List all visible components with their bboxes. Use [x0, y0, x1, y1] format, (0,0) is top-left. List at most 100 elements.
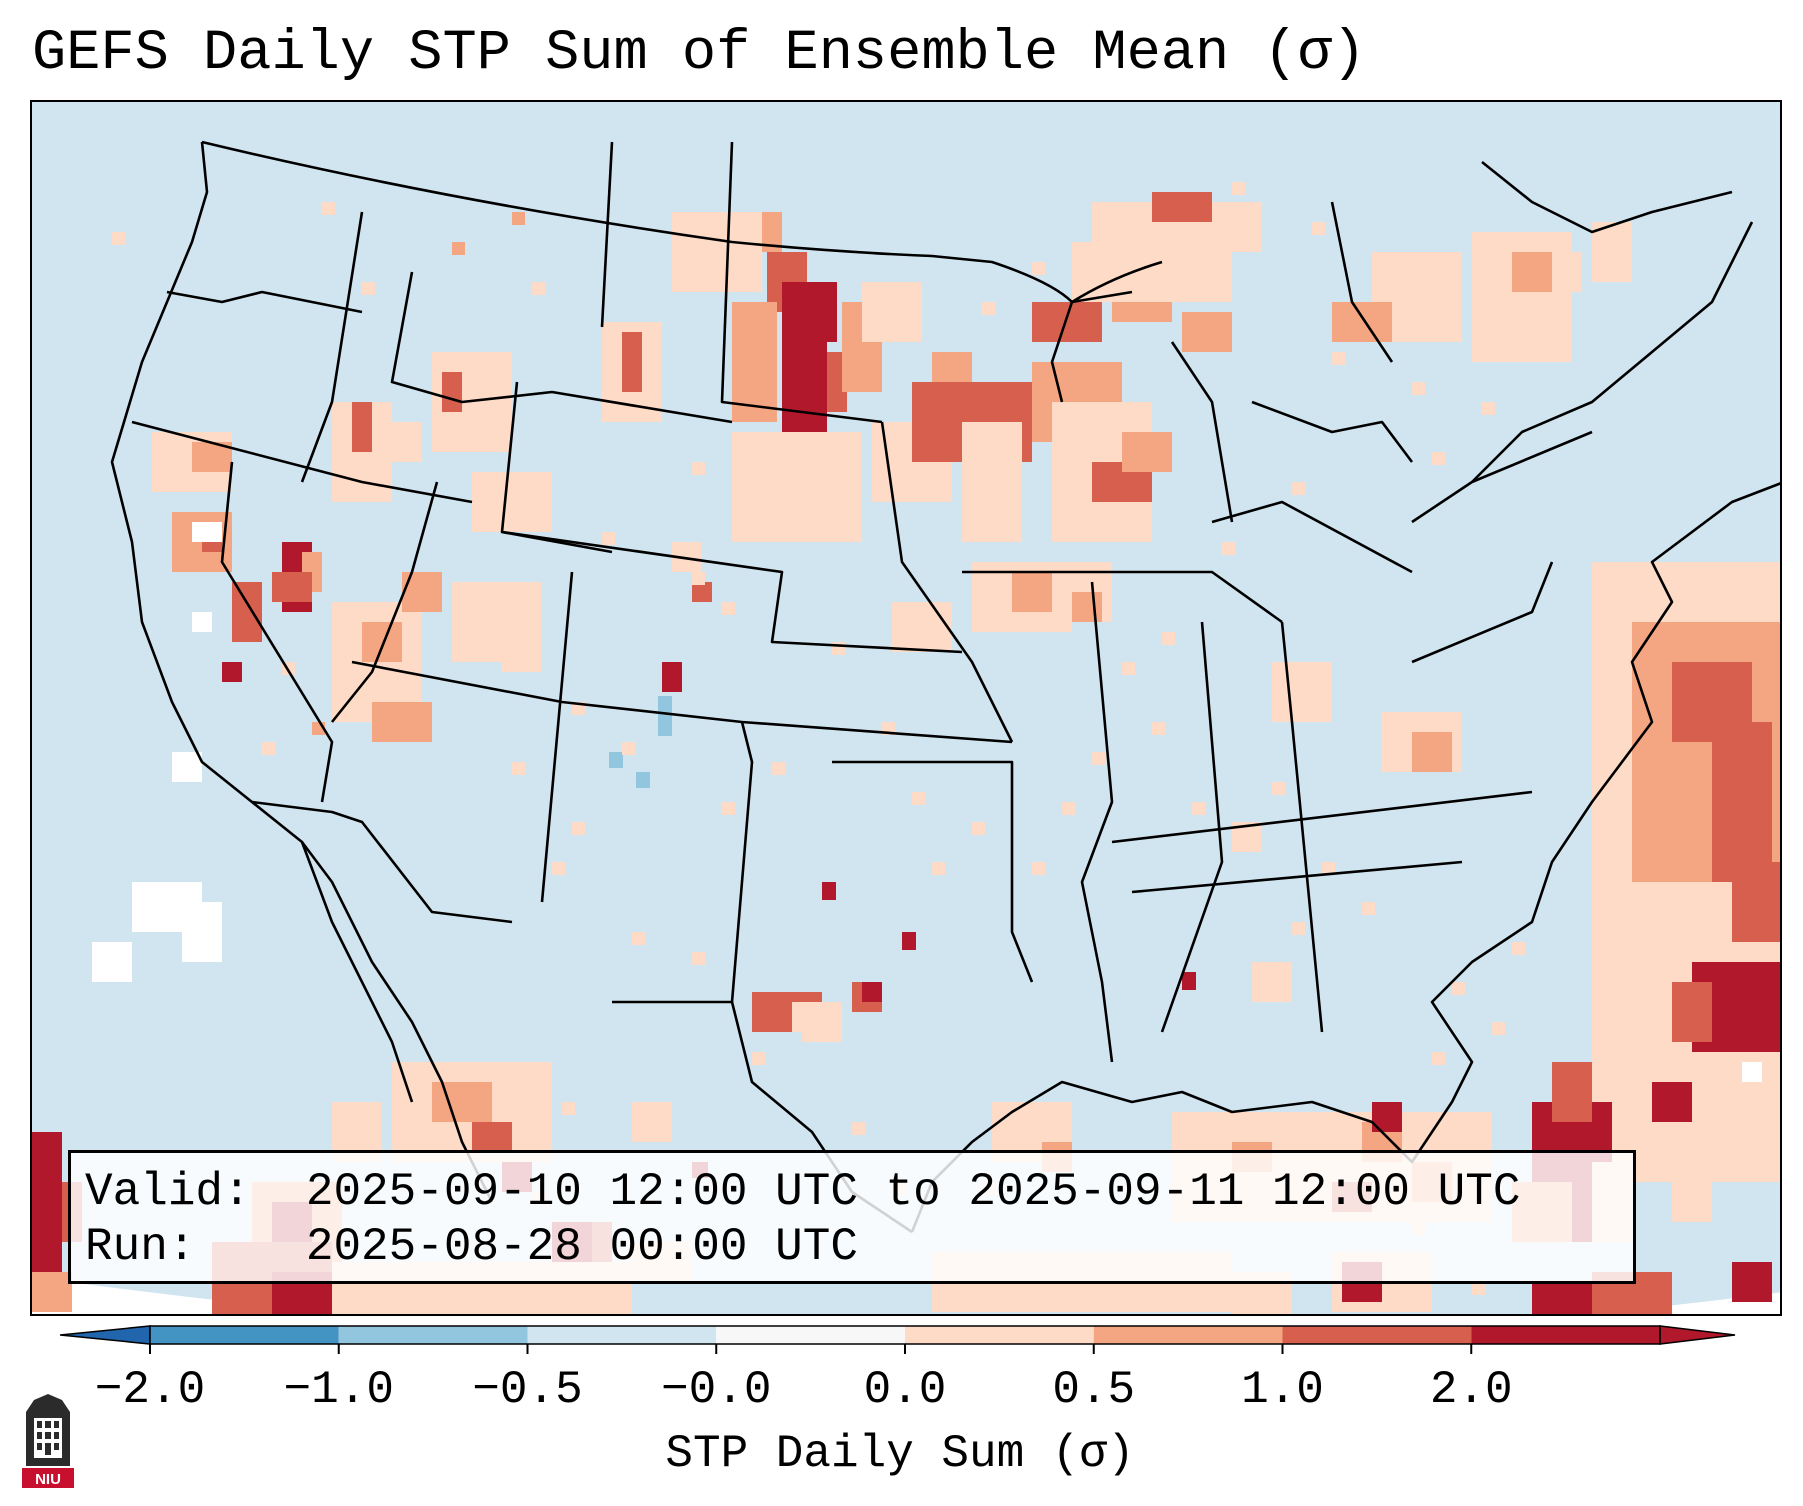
run-label: Run: — [85, 1221, 196, 1273]
az-nm-north — [351, 660, 1013, 744]
stp-cell — [822, 882, 836, 900]
stp-cell — [1672, 982, 1712, 1042]
ca-nv-border — [220, 461, 334, 803]
maine-coast — [1471, 221, 1754, 483]
stp-cell — [1652, 1082, 1692, 1122]
nv-ut-border — [330, 481, 439, 723]
stp-cell-speck — [572, 822, 585, 835]
run-value: 2025-08-28 00:00 UTC — [305, 1221, 858, 1273]
stp-cell — [502, 632, 542, 672]
stp-cell — [392, 422, 422, 462]
stp-cell — [1152, 192, 1212, 222]
colorbar-tick-label: 0.5 — [1052, 1364, 1136, 1416]
stp-cell — [932, 352, 972, 382]
stp-cell — [1552, 1062, 1592, 1122]
valid-value: 2025-09-10 12:00 UTC to 2025-09-11 12:00… — [305, 1166, 1521, 1218]
stp-cell — [32, 1272, 72, 1312]
colorbar-segment — [905, 1326, 1094, 1344]
stp-cell — [1732, 1262, 1772, 1302]
ia-il-line — [962, 570, 1283, 624]
stp-cell-speck — [1162, 632, 1175, 645]
niu-logo-icon: NIU — [22, 1394, 74, 1488]
superior-south — [1050, 290, 1133, 403]
valid-time-line: Valid: 2025-09-10 12:00 UTC to 2025-09-1… — [85, 1165, 1619, 1220]
stp-cell — [1712, 722, 1772, 882]
stp-cell-speck — [1152, 722, 1165, 735]
stp-cell-speck — [322, 202, 335, 215]
stp-cell — [1182, 972, 1196, 990]
stp-cell-speck — [512, 212, 525, 225]
ok-border — [832, 760, 1034, 983]
colorbar — [60, 1325, 1736, 1354]
stp-cell — [352, 402, 372, 452]
stp-cell — [692, 582, 712, 602]
oh-tn-line — [1280, 621, 1324, 1033]
stp-cell — [1732, 862, 1780, 942]
stp-cell — [962, 422, 1022, 542]
stp-cell-speck — [362, 282, 375, 295]
colorbar-tick-label: 0.0 — [863, 1364, 947, 1416]
stp-cell — [1272, 662, 1332, 722]
stp-cell-speck — [622, 742, 635, 755]
stp-cell-speck — [1032, 262, 1045, 275]
stp-cell — [372, 702, 432, 742]
run-time-line: Run: 2025-08-28 00:00 UTC — [85, 1220, 1619, 1275]
stp-cell-speck — [1432, 1052, 1445, 1065]
stp-cell — [902, 932, 916, 950]
colorbar-segment — [1282, 1326, 1472, 1344]
stp-cell — [636, 772, 650, 788]
stp-cell-speck — [982, 302, 995, 315]
stp-cell — [732, 432, 862, 542]
stp-cell-speck — [722, 602, 735, 615]
stp-cell — [802, 1022, 842, 1042]
stp-cell-speck — [1332, 352, 1345, 365]
stp-cell — [432, 1082, 492, 1122]
mt-nd-line — [600, 141, 614, 328]
colorbar-tick-label: 1.0 — [1241, 1364, 1324, 1416]
stp-cell — [1472, 232, 1572, 362]
stp-cell — [1532, 1282, 1592, 1314]
stp-cell-speck — [1192, 802, 1205, 815]
stp-cell-speck — [1062, 802, 1075, 815]
stp-cell-speck — [1272, 782, 1285, 795]
stp-cell-speck — [512, 762, 525, 775]
stp-cell — [609, 752, 623, 768]
west-coast — [110, 141, 414, 1103]
stp-cell-speck — [852, 1122, 865, 1135]
logo-text: NIU — [35, 1471, 61, 1488]
or-ca-border — [131, 420, 473, 504]
colorbar-segment — [150, 1326, 339, 1344]
stp-cell — [862, 282, 922, 342]
stp-cell — [222, 662, 242, 682]
stp-cell-speck — [1432, 452, 1445, 465]
stp-cell-speck — [1362, 902, 1375, 915]
state-country-borders — [110, 140, 1780, 1234]
stp-cell-speck — [112, 232, 125, 245]
stp-cell-speck — [602, 532, 615, 545]
az-mexico-border — [251, 800, 513, 924]
stp-cell-speck — [932, 862, 945, 875]
stp-cell-speck — [1232, 182, 1245, 195]
valid-run-info-box: Valid: 2025-09-10 12:00 UTC to 2025-09-1… — [68, 1150, 1636, 1284]
valid-label: Valid: — [85, 1166, 251, 1218]
stp-cell-speck — [1092, 752, 1105, 765]
stp-cell-speck — [1122, 662, 1135, 675]
stp-cell — [1032, 302, 1102, 342]
stp-cell-speck — [1032, 862, 1045, 875]
stp-cell-speck — [832, 642, 845, 655]
stp-cell — [1512, 252, 1552, 292]
stp-cell-speck — [772, 762, 785, 775]
stp-cell-speck — [1452, 982, 1465, 995]
stp-cell — [632, 1102, 672, 1142]
colorbar-tick-label: −0.0 — [661, 1364, 772, 1416]
stp-cell-speck — [1312, 222, 1325, 235]
in-ky-line — [1160, 621, 1224, 1033]
stp-cell — [1552, 252, 1582, 292]
stp-cell — [1592, 222, 1632, 282]
stp-cell — [182, 902, 222, 962]
stp-cell — [192, 612, 212, 632]
baja-coast — [300, 841, 494, 1203]
mi-lake — [1170, 341, 1234, 523]
stp-cell — [192, 522, 222, 542]
stp-cell — [172, 752, 202, 782]
